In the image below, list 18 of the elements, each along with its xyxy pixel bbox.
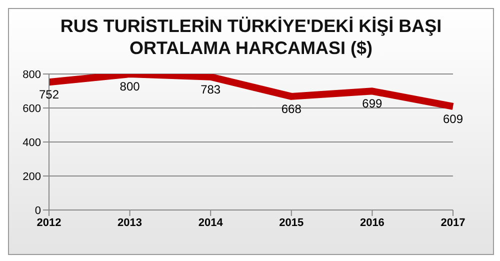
data-label: 668 [281, 102, 302, 116]
data-label: 609 [442, 112, 464, 126]
data-label: 699 [362, 96, 383, 111]
x-tick-label: 2016 [360, 216, 384, 229]
y-tick-label: 200 [22, 170, 41, 183]
data-label: 752 [38, 88, 60, 102]
y-tick-label: 400 [22, 136, 41, 149]
y-tick-label: 600 [22, 102, 41, 115]
y-tick-label: 0 [34, 204, 41, 217]
x-tick-label: 2015 [279, 216, 304, 229]
y-tick-label: 800 [22, 68, 41, 81]
chart-title: RUS TURİSTLERİN TÜRKİYE'DEKİ KİŞİ BAŞI ORTALAMA HARCAMASI ($) [59, 15, 443, 59]
x-tick-label: 2012 [36, 216, 62, 229]
data-label: 800 [120, 80, 140, 94]
data-label: 783 [200, 82, 221, 96]
x-tick-label: 2017 [440, 216, 466, 229]
x-tick-label: 2014 [198, 216, 224, 229]
x-tick-label: 2013 [118, 216, 142, 229]
